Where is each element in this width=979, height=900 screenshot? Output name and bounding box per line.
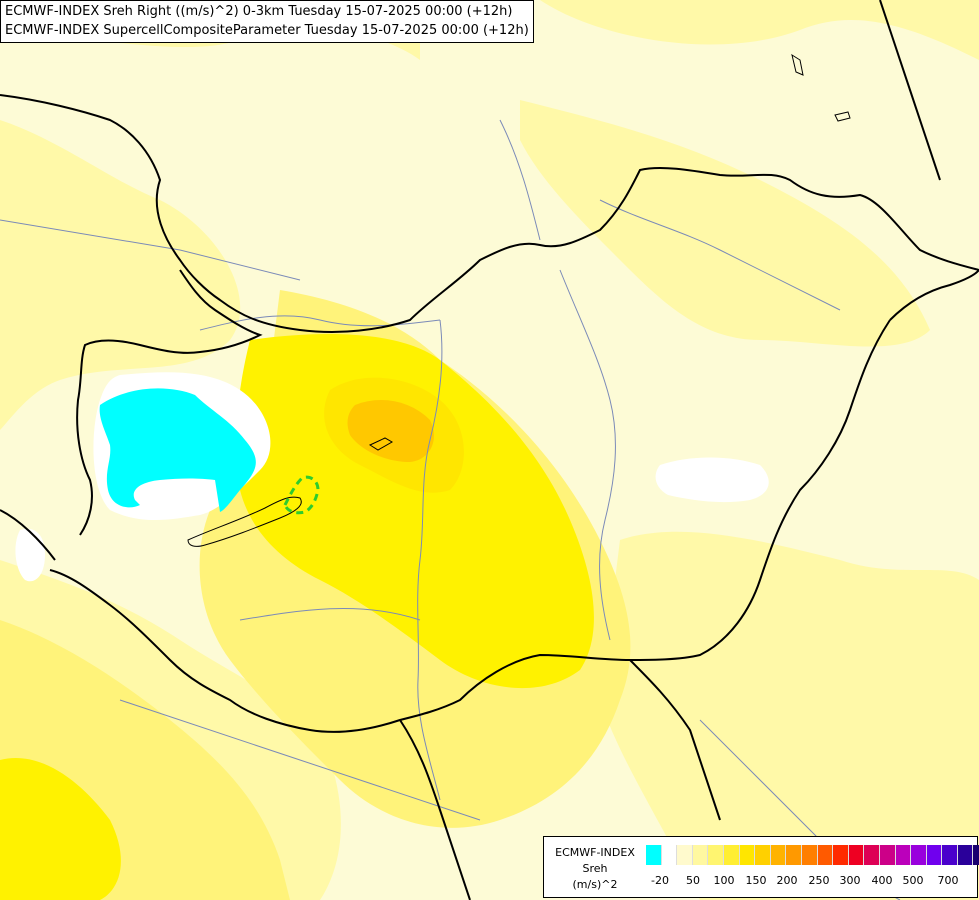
legend-swatch [692,845,709,865]
legend-unit: (m/s)^2 [572,878,618,891]
border-west [76,269,263,536]
river-tisza [559,269,616,641]
legend-source: ECMWF-INDEX [555,846,635,859]
field-white-east [655,457,769,503]
map-title-box: ECMWF-INDEX Sreh Right ((m/s)^2) 0-3km T… [0,0,534,43]
legend-tick-label: 150 [745,874,767,887]
field-mid-southwest [0,758,121,900]
legend-tick-label: 400 [871,874,893,887]
field-pale-southeast [600,531,979,900]
lake-balaton [187,496,302,547]
legend-swatch [708,845,724,865]
river-danube [417,319,443,801]
title-line-1: ECMWF-INDEX Sreh Right ((m/s)^2) 0-3km T… [5,4,513,19]
legend-swatch [942,845,958,865]
legend-tick-label: 300 [839,874,861,887]
legend-swatch [895,845,912,865]
field-orange-peak [372,402,388,430]
border-southeast [629,659,721,821]
legend-swatch [723,845,740,865]
river-west [0,219,301,281]
legend-tick-label: 100 [713,874,735,887]
river-north-small [499,119,541,241]
legend-swatch [739,845,756,865]
legend-swatch [911,845,927,865]
lake-northeast [834,111,851,122]
lake-velence [368,437,394,451]
legend-swatch [848,845,865,865]
river-sava [119,699,481,821]
legend-tick-label: 250 [808,874,830,887]
legend-swatch [973,845,979,865]
legend-parameter: Sreh [582,862,608,875]
color-legend: ECMWF-INDEX Sreh (m/s)^2 -20 50 100 150 200 2… [543,836,979,898]
legend-swatch [879,845,896,865]
legend-swatch [786,845,802,865]
scp-contour [283,475,320,515]
legend-ticks: -20 50 100 150 200 250 300 400 500 700 [646,874,976,888]
field-pale-northeast [540,0,979,60]
legend-swatch [770,845,787,865]
field-pale-central-north [520,100,930,347]
border-west-lower [0,509,56,561]
legend-swatch [864,845,880,865]
legend-swatch [833,845,849,865]
border-north [0,94,979,333]
river-network [0,119,901,900]
legend-tick-label: 200 [776,874,798,887]
legend-swatch [677,845,693,865]
legend-color-bar [646,845,979,865]
river-danube-upper [199,315,441,331]
title-line-2: ECMWF-INDEX SupercellCompositeParameter … [5,23,529,38]
border-south-inner [399,719,471,900]
legend-tick-label: 500 [902,874,924,887]
field-white-spot [15,528,46,582]
legend-swatch [926,845,943,865]
legend-swatch [817,845,834,865]
legend-swatch [755,845,771,865]
legend-swatch [646,845,662,865]
field-cyan-area [99,388,256,512]
legend-tick-label: 700 [937,874,959,887]
legend-tick-label: 50 [686,874,700,887]
river-north [599,199,841,311]
legend-swatch [801,845,818,865]
lake-northeast-small [791,53,804,76]
field-orange-spot [347,400,434,462]
border-south [49,319,891,733]
legend-tick-label: -20 [651,874,669,887]
border-east-upper [879,0,941,181]
legend-swatch [957,845,974,865]
legend-swatch [661,845,678,865]
river-drava [239,607,421,621]
border-northeast [889,269,979,321]
